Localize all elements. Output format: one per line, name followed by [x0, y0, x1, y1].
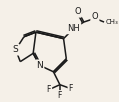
Text: O: O	[92, 12, 98, 21]
Text: NH: NH	[67, 24, 80, 33]
Text: N: N	[36, 61, 43, 70]
Text: F: F	[58, 91, 62, 100]
Text: F: F	[47, 85, 51, 94]
Text: O: O	[74, 7, 81, 16]
Text: F: F	[69, 84, 73, 93]
Text: CH₃: CH₃	[106, 19, 119, 25]
Text: S: S	[13, 45, 19, 54]
